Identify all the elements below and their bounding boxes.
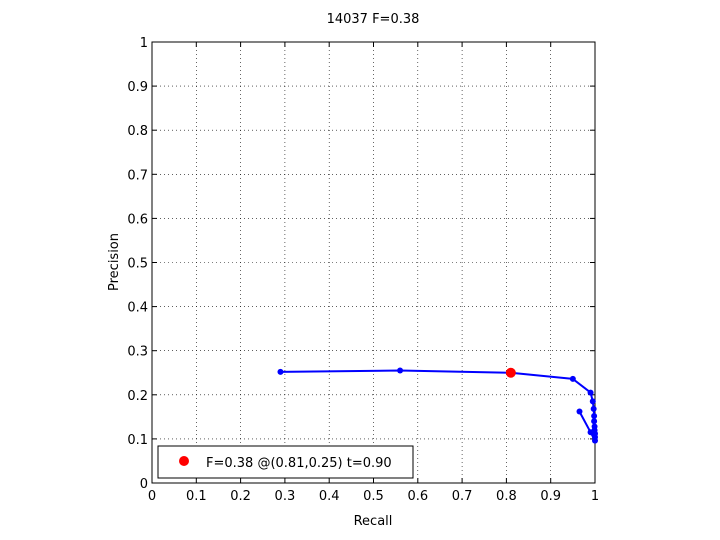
x-tick-label: 0.2 — [230, 489, 251, 504]
grid — [152, 42, 595, 483]
x-tick-label: 0.5 — [363, 489, 384, 504]
pr-curve-point — [589, 398, 596, 405]
y-tick-label: 0.4 — [127, 301, 148, 316]
pr-curve-point — [576, 408, 583, 415]
y-tick-label: 0.5 — [127, 257, 148, 272]
series-layer — [277, 367, 598, 444]
legend-box — [157, 445, 414, 479]
x-tick-label: 0.7 — [452, 489, 473, 504]
best-f-point — [505, 367, 516, 378]
pr-curve-point — [569, 375, 576, 382]
x-tick-label: 1 — [591, 489, 599, 504]
legend-label: F=0.38 @(0.81,0.25) t=0.90 — [206, 456, 392, 471]
y-tick-label: 0.1 — [127, 433, 148, 448]
x-tick-label: 0.4 — [319, 489, 340, 504]
pr-curve-point — [592, 437, 598, 444]
legend: F=0.38 @(0.81,0.25) t=0.90 — [157, 445, 414, 479]
pr-curve-point — [277, 368, 284, 375]
y-tick-label: 0.2 — [127, 389, 148, 404]
x-tick-label: 0.8 — [496, 489, 517, 504]
pr-curve-point — [587, 429, 594, 436]
x-tick-label: 0.9 — [540, 489, 561, 504]
x-tick-label: 0 — [148, 489, 156, 504]
x-tick-label: 0.6 — [407, 489, 428, 504]
y-tick-label: 0.6 — [127, 212, 148, 227]
pr-curve-point — [591, 418, 598, 425]
x-tick-label: 0.3 — [275, 489, 296, 504]
pr-curve-point — [590, 405, 597, 412]
x-tick-label: 0.1 — [186, 489, 207, 504]
y-tick-label: 0.7 — [127, 168, 148, 183]
pr-curve-point — [591, 412, 598, 419]
pr-curve-point — [587, 389, 594, 396]
chart-title: 14037 F=0.38 — [327, 12, 420, 27]
y-tick-label: 0.9 — [127, 80, 148, 95]
y-tick-label: 0.8 — [127, 124, 148, 139]
pr-curve-line — [280, 369, 596, 442]
y-tick-label: 0 — [140, 477, 148, 492]
y-tick-label: 0.3 — [127, 345, 148, 360]
axis-ticks: 0 0.1 0.2 0.3 0.4 0.5 0.6 0.7 0.8 0.9 1 0 0.1 0.2 0.3 0… — [127, 36, 599, 504]
x-axis-label: Recall — [354, 514, 393, 529]
y-axis-label: Precision — [107, 233, 122, 291]
legend-marker — [179, 456, 189, 466]
pr-curve-point — [397, 367, 404, 374]
y-tick-label: 1 — [140, 36, 148, 51]
